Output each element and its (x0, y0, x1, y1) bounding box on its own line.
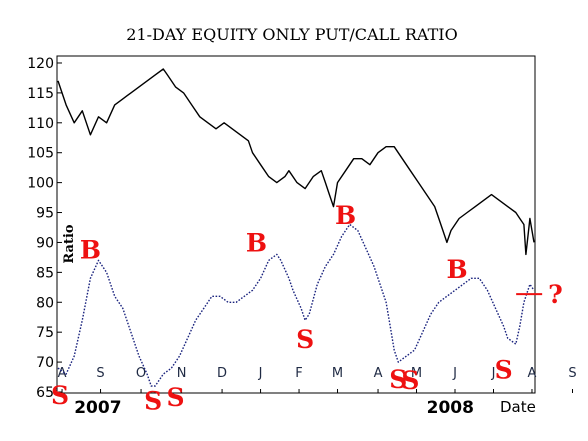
buy-signal-label: B (246, 228, 267, 257)
x-tick-label: A (528, 366, 537, 381)
x-tick-label: M (411, 366, 422, 381)
x-tick-label: F (295, 366, 302, 381)
x-tick-label: A (58, 366, 67, 381)
x-tick-label: J (452, 366, 457, 381)
buy-signal-label: B (446, 255, 467, 284)
y-tick-label: 75 (36, 325, 54, 341)
y-tick-label: 115 (27, 86, 54, 102)
y-axis-label: Ratio (62, 224, 77, 263)
x-tick-label: S (96, 366, 104, 381)
sell-signal-label: S (144, 386, 162, 415)
pending-signal-label: ? (548, 280, 563, 309)
y-tick-label: 120 (27, 56, 54, 72)
sell-signal-label: S (166, 383, 184, 412)
y-tick-label: 105 (27, 146, 54, 162)
x-tick-label: N (177, 366, 187, 381)
x-tick-label: J (258, 366, 263, 381)
x-tick-label: S (568, 366, 576, 381)
year-label: 2007 (74, 398, 121, 418)
y-tick-label: 85 (36, 265, 54, 281)
y-tick-label: 100 (27, 176, 54, 192)
series-layer (57, 68, 535, 387)
x-axis-label: Date (500, 398, 536, 416)
y-tick-label: 95 (36, 206, 54, 222)
put-call-ratio-line (57, 223, 535, 387)
market-index-line (57, 68, 535, 256)
buy-signal-label: B (80, 236, 101, 265)
chart-title: 21-DAY EQUITY ONLY PUT/CALL RATIO (126, 25, 457, 44)
y-tick-label: 110 (27, 116, 54, 132)
y-tick-label: 70 (36, 355, 54, 371)
sell-signal-label: S (389, 365, 407, 394)
year-label: 2008 (427, 398, 474, 418)
y-tick-label: 65 (36, 385, 54, 401)
x-tick-label: O (136, 366, 146, 381)
plot-frame (56, 55, 536, 394)
x-tick-label: M (332, 366, 343, 381)
x-tick-label: A (374, 366, 383, 381)
y-tick-label: 80 (36, 295, 54, 311)
y-tick-label: 90 (36, 235, 54, 251)
x-tick-label: J (491, 366, 496, 381)
sell-signal-label: S (495, 355, 513, 384)
sell-signal-label: S (51, 381, 69, 410)
x-tick-label: D (217, 366, 227, 381)
buy-signal-label: B (335, 201, 356, 230)
sell-signal-label: S (401, 366, 419, 395)
sell-signal-label: S (296, 325, 314, 354)
